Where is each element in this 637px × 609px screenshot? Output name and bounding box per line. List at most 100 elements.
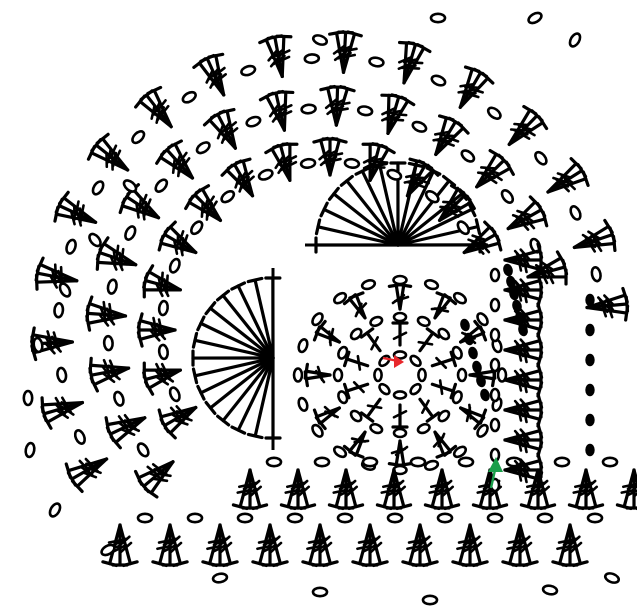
chain-stitch-icon: [569, 205, 582, 221]
stitch-top-bar: [611, 234, 617, 253]
stitch-top-bar: [467, 201, 477, 218]
stitch-cross-bar: [393, 485, 407, 498]
stitch-icon: [42, 400, 85, 430]
stitch-cross-bar: [626, 489, 637, 497]
stitch-top-bar: [40, 396, 45, 414]
stitch-icon: [333, 85, 356, 127]
stitch-icon: [268, 523, 289, 568]
stitch-post: [236, 284, 275, 360]
stitch-cross-bar: [521, 127, 536, 137]
stitch-cross-bar: [79, 204, 85, 220]
stitch-cross-bar: [407, 538, 424, 544]
chain-stitch-icon: [190, 220, 204, 236]
stitch-post: [328, 138, 341, 177]
chain-stitch-icon: [451, 345, 463, 360]
stitch-cross-bar: [600, 302, 608, 318]
stitch-cross-bar: [464, 85, 481, 90]
stitch-post: [101, 137, 130, 172]
stitch-icon: [430, 350, 458, 369]
stitch-cross-bar: [333, 107, 349, 113]
stitch-cross-bar: [522, 377, 528, 394]
stitch-top-bar: [615, 503, 633, 511]
stitch-cross-bar: [98, 313, 110, 327]
stitch-cross-bar: [82, 471, 98, 479]
stitch-icon: [146, 85, 173, 129]
stitch-top-bar: [104, 416, 111, 434]
stitch-post: [87, 302, 128, 318]
stitch-cross-bar: [468, 87, 484, 94]
stitch-cross-bar: [519, 458, 531, 471]
stitch-top-bar: [163, 220, 177, 234]
stitch-icon: [168, 523, 189, 568]
stitch-cross-bar: [332, 488, 349, 494]
chain-stitch-icon: [430, 74, 447, 87]
stitch-post: [236, 356, 275, 432]
stitch-cross-bar: [236, 488, 253, 494]
slip-stitch-icon: [506, 275, 516, 289]
stitch-post: [503, 468, 542, 481]
stitch-cross-bar: [160, 362, 170, 378]
stitch-post: [408, 523, 422, 566]
stitch-post: [208, 523, 222, 566]
stitch-cross-bar: [271, 48, 285, 60]
chain-stitch-icon: [343, 157, 361, 170]
stitch-top-bar: [230, 425, 247, 435]
chain-stitch-icon: [168, 257, 181, 274]
stitch-top-bar: [88, 356, 93, 374]
stitch-top-bar: [351, 560, 369, 568]
stitch-cross-bar: [483, 173, 498, 185]
stitch-post: [199, 321, 275, 360]
slip-stitch-icon: [509, 287, 519, 301]
stitch-cross-bar: [357, 538, 374, 544]
stitch-cross-bar: [519, 308, 531, 321]
stitch-icon: [423, 468, 446, 511]
stitch-cross-bar: [107, 538, 124, 544]
stitch-cross-bar: [102, 358, 111, 374]
stitch-top-bar: [303, 362, 309, 380]
stitch-top-bar: [435, 450, 452, 459]
stitch-icon: [468, 523, 489, 568]
stitch-cross-bar: [157, 538, 174, 544]
stitch-post: [173, 142, 195, 180]
stitch-icon: [204, 356, 275, 415]
stitch-cross-bar: [429, 482, 446, 489]
stitch-post: [418, 397, 435, 419]
stitch-post: [105, 416, 147, 427]
chain-stitch-icon: [489, 267, 501, 283]
chain-stitch-icon: [336, 512, 354, 524]
stitch-cross-bar: [213, 73, 227, 84]
stitch-cross-bar: [506, 544, 522, 551]
chain-stitch-icon: [311, 34, 329, 46]
chain-stitch-icon: [409, 382, 422, 396]
stitch-cross-bar: [149, 322, 159, 338]
stitch-cross-bar: [267, 48, 279, 62]
stitch-cross-bar: [590, 233, 603, 247]
stitch-cross-bar: [109, 255, 118, 271]
stitch-top-bar: [441, 174, 457, 187]
stitch-cross-bar: [633, 491, 637, 498]
stitch-top-bar: [144, 264, 155, 280]
chain-stitch-icon: [332, 291, 348, 305]
stitch-cross-bar: [219, 121, 231, 136]
stitch-icon: [157, 405, 198, 426]
stitch-top-bar: [312, 408, 322, 425]
stitch-cross-bar: [433, 307, 450, 313]
stitch-cross-bar: [484, 167, 501, 175]
stitch-post: [396, 207, 474, 247]
stitch-cross-bar: [446, 202, 463, 210]
chain-stitch-icon: [168, 386, 181, 403]
stitch-cross-bar: [428, 488, 445, 494]
stitch-cross-bar: [319, 541, 333, 554]
stitch-top-bar: [314, 319, 327, 334]
stitch-top-bar: [449, 350, 458, 368]
chain-stitch-icon: [91, 180, 105, 196]
stitch-top-bar: [146, 85, 163, 95]
stitch-top-bar: [491, 370, 497, 388]
chain-stitch-icon: [456, 220, 470, 236]
stitch-cross-bar: [432, 435, 445, 448]
chain-stitch-icon: [65, 238, 77, 255]
stitch-cross-bar: [404, 66, 421, 70]
stitch-cross-bar: [562, 543, 578, 553]
stitch-post: [108, 523, 122, 566]
stitch-cross-bar: [366, 404, 383, 410]
